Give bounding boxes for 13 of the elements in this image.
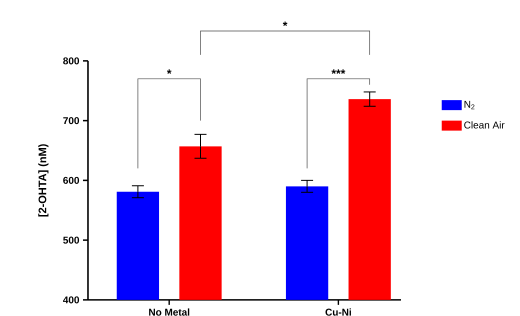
text: * xyxy=(282,22,288,26)
legend-label: N$_{2}$ xyxy=(464,100,474,110)
y-tick-label: 800 xyxy=(63,57,80,64)
y-tick-label: 600 xyxy=(63,176,80,184)
y-tick-label: 400 xyxy=(62,296,80,304)
annotation: *** xyxy=(331,69,346,74)
annotation: * xyxy=(166,69,172,74)
x-tick-label: Cu-Ni xyxy=(326,308,351,316)
legend-label: Clean Air xyxy=(464,121,505,129)
y-tick-label: 700 xyxy=(63,117,80,124)
x-tick-label: No Metal xyxy=(149,308,190,316)
y-tick-label: 500 xyxy=(63,236,80,244)
y-axis-title: [2-OHTA] (nM) xyxy=(38,144,48,216)
